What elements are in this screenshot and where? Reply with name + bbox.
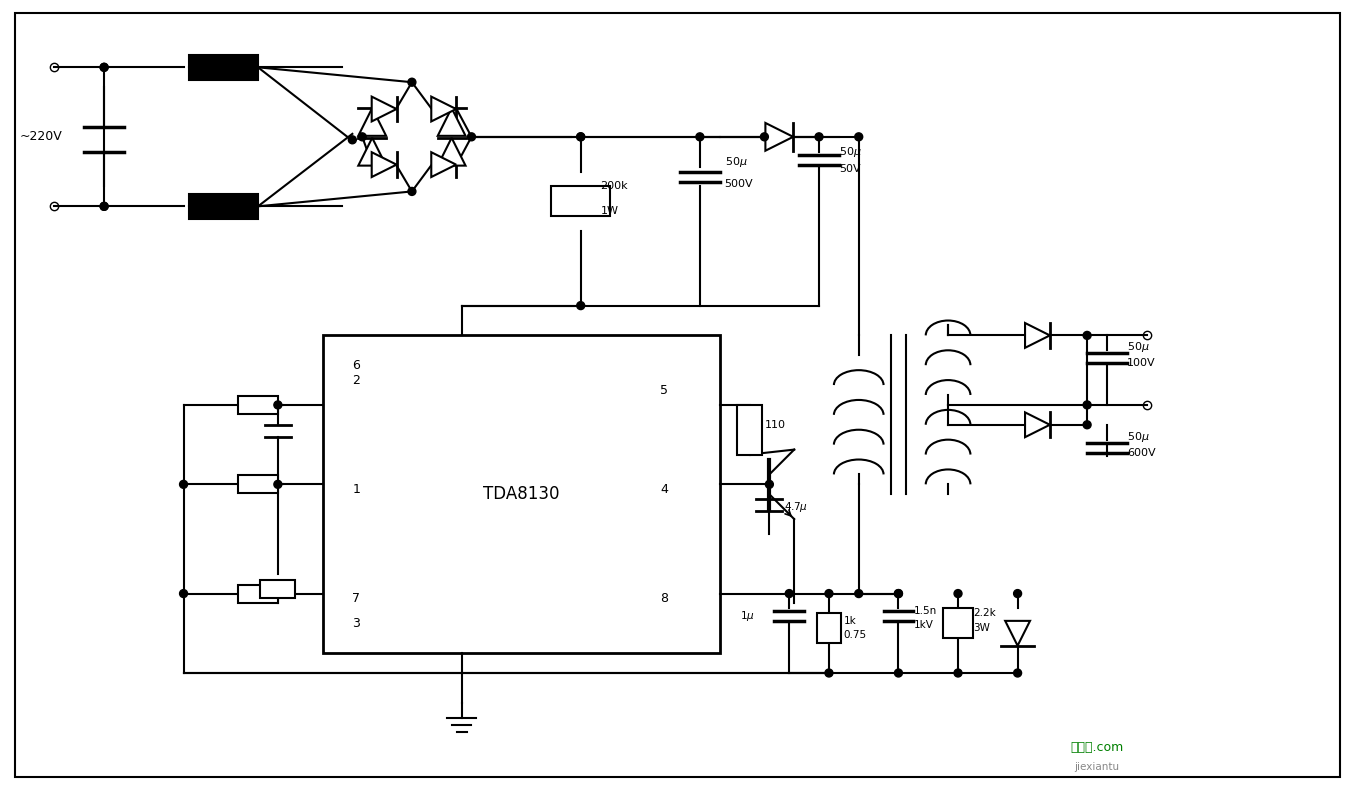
Text: 1$\mu$: 1$\mu$ — [739, 609, 754, 623]
Circle shape — [765, 480, 773, 488]
Text: 5: 5 — [660, 384, 668, 396]
Circle shape — [577, 133, 585, 141]
Bar — [551, 187, 611, 216]
Bar — [238, 585, 278, 603]
Circle shape — [274, 480, 282, 488]
Circle shape — [954, 669, 962, 677]
Circle shape — [815, 133, 823, 141]
Polygon shape — [372, 152, 396, 177]
Circle shape — [274, 401, 282, 409]
Bar — [817, 613, 841, 643]
Circle shape — [101, 203, 108, 210]
Bar — [323, 335, 720, 653]
Polygon shape — [431, 152, 456, 177]
Text: 50$\mu$: 50$\mu$ — [838, 144, 862, 159]
Text: 3: 3 — [352, 617, 361, 630]
Text: 4: 4 — [660, 483, 668, 496]
Text: 6: 6 — [352, 359, 361, 371]
Bar — [738, 405, 762, 455]
Text: 500V: 500V — [724, 180, 753, 189]
Polygon shape — [431, 97, 456, 122]
Circle shape — [1014, 590, 1022, 597]
Bar — [189, 194, 259, 219]
Text: 7: 7 — [352, 592, 361, 605]
Text: 4.7$\mu$: 4.7$\mu$ — [784, 500, 808, 514]
Circle shape — [1083, 331, 1092, 339]
Bar — [238, 476, 278, 493]
Text: 2.2k: 2.2k — [973, 608, 996, 619]
Circle shape — [855, 590, 863, 597]
Polygon shape — [358, 138, 387, 166]
Polygon shape — [372, 97, 396, 122]
Polygon shape — [438, 138, 465, 166]
Text: 8: 8 — [660, 592, 668, 605]
Polygon shape — [1025, 412, 1049, 437]
Circle shape — [855, 133, 863, 141]
Circle shape — [894, 590, 902, 597]
Text: 2: 2 — [352, 374, 361, 386]
Circle shape — [101, 64, 108, 71]
Text: jiexiantu: jiexiantu — [1074, 762, 1120, 772]
Circle shape — [894, 669, 902, 677]
Text: 50$\mu$: 50$\mu$ — [724, 155, 747, 169]
Text: 1: 1 — [352, 483, 361, 496]
Text: 接线图.com: 接线图.com — [1070, 741, 1124, 754]
Text: 100V: 100V — [1127, 358, 1155, 368]
Circle shape — [825, 590, 833, 597]
Circle shape — [894, 590, 902, 597]
Text: 3W: 3W — [973, 623, 989, 633]
Circle shape — [180, 590, 188, 597]
Circle shape — [101, 203, 108, 210]
Circle shape — [695, 133, 704, 141]
Polygon shape — [1006, 621, 1030, 646]
Circle shape — [954, 590, 962, 597]
Text: 1kV: 1kV — [913, 620, 934, 630]
Circle shape — [577, 301, 585, 309]
Text: 50$\mu$: 50$\mu$ — [1127, 429, 1150, 444]
Circle shape — [358, 133, 366, 141]
Text: 1k: 1k — [844, 616, 856, 626]
Text: 110: 110 — [765, 420, 785, 429]
Polygon shape — [765, 123, 793, 151]
Text: 50$\mu$: 50$\mu$ — [1127, 341, 1150, 354]
Circle shape — [1083, 421, 1092, 429]
Text: TDA8130: TDA8130 — [483, 485, 559, 503]
Circle shape — [348, 136, 357, 144]
Circle shape — [468, 133, 475, 141]
Circle shape — [785, 590, 793, 597]
Text: 200k: 200k — [600, 181, 629, 192]
Bar — [238, 396, 278, 414]
Text: 0.75: 0.75 — [844, 630, 867, 641]
Text: 600V: 600V — [1127, 447, 1155, 458]
Text: 1W: 1W — [600, 206, 618, 217]
Circle shape — [1014, 669, 1022, 677]
Circle shape — [1083, 401, 1092, 409]
Text: 50V: 50V — [838, 163, 860, 173]
Circle shape — [101, 64, 108, 71]
Circle shape — [180, 480, 188, 488]
Circle shape — [761, 133, 769, 141]
Bar — [260, 579, 295, 597]
Circle shape — [408, 78, 416, 86]
Circle shape — [825, 669, 833, 677]
Polygon shape — [358, 108, 387, 136]
Polygon shape — [1025, 323, 1049, 348]
Circle shape — [577, 133, 585, 141]
Bar — [943, 608, 973, 638]
Circle shape — [408, 188, 416, 195]
Bar — [189, 55, 259, 80]
Text: ~220V: ~220V — [19, 130, 63, 144]
Polygon shape — [438, 108, 465, 136]
Text: 1.5n: 1.5n — [913, 607, 936, 616]
